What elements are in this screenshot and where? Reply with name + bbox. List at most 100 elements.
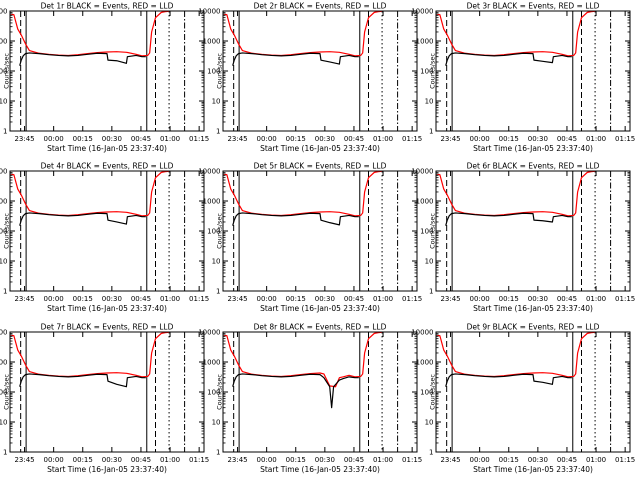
chart-title: Det 9r BLACK = Events, RED = LLD (467, 323, 600, 332)
x-tick-label: 00:30 (315, 295, 335, 303)
x-tick-label: 23:45 (14, 135, 34, 143)
y-tick-label: 1000 (203, 359, 221, 367)
y-tick-label: 100 (207, 228, 220, 236)
x-tick-label: 00:45 (344, 295, 364, 303)
y-tick-label: 10000 (198, 8, 220, 16)
y-tick-label: 1000 (416, 359, 434, 367)
x-axis-label: Start Time (16-Jan-05 23:37:40) (260, 144, 380, 153)
y-tick-label: 10000 (0, 8, 8, 16)
series-line-2 (19, 212, 146, 226)
x-tick-label: 23:45 (440, 135, 460, 143)
x-tick-label: 01:15 (189, 135, 209, 143)
x-tick-label: 00:15 (499, 135, 519, 143)
y-axis-label: Counts/sec (429, 213, 437, 249)
y-tick-label: 10 (212, 98, 221, 106)
series-line-1 (9, 331, 170, 378)
series-line-2 (445, 373, 572, 387)
x-tick-label: 00:15 (499, 295, 519, 303)
y-axis-label: Counts/sec (216, 374, 224, 410)
chart-panel-1: Det 1r BLACK = Events, RED = LLD Counts/s… (0, 2, 209, 154)
x-tick-label: 01:00 (373, 295, 393, 303)
series-line-1 (435, 331, 596, 378)
y-tick-label: 1000 (203, 38, 221, 46)
chart-title: Det 2r BLACK = Events, RED = LLD (254, 2, 387, 11)
x-tick-label: 01:00 (160, 135, 180, 143)
y-tick-label: 1 (216, 128, 220, 136)
x-tick-label: 23:45 (14, 456, 34, 464)
series-line-2 (232, 52, 359, 66)
y-tick-label: 1000 (416, 38, 434, 46)
y-tick-label: 10000 (0, 168, 8, 176)
chart-panel-5: Det 5r BLACK = Events, RED = LLD Counts/s… (198, 162, 422, 314)
chart-title: Det 6r BLACK = Events, RED = LLD (467, 162, 600, 171)
x-tick-label: 00:15 (73, 456, 93, 464)
y-tick-label: 10 (0, 98, 8, 106)
chart-panel-2: Det 2r BLACK = Events, RED = LLD Counts/s… (198, 2, 422, 154)
x-tick-label: 01:00 (373, 135, 393, 143)
x-tick-label: 00:45 (131, 456, 151, 464)
y-tick-label: 1 (429, 288, 433, 296)
x-tick-label: 00:00 (257, 295, 277, 303)
series-line-2 (445, 212, 572, 226)
chart-title: Det 7r BLACK = Events, RED = LLD (41, 323, 174, 332)
chart-title: Det 8r BLACK = Events, RED = LLD (254, 323, 387, 332)
x-tick-label: 00:45 (131, 135, 151, 143)
y-tick-label: 100 (420, 389, 433, 397)
y-tick-label: 1 (3, 128, 7, 136)
y-tick-label: 1000 (203, 198, 221, 206)
x-tick-label: 00:30 (528, 135, 548, 143)
y-tick-label: 1 (3, 288, 7, 296)
x-axis-label: Start Time (16-Jan-05 23:37:40) (47, 304, 167, 313)
y-tick-label: 1 (429, 128, 433, 136)
series-line-2 (445, 52, 572, 66)
y-tick-label: 10 (425, 98, 434, 106)
y-tick-label: 10000 (411, 8, 433, 16)
x-tick-label: 00:30 (102, 135, 122, 143)
y-tick-label: 10000 (411, 168, 433, 176)
y-tick-label: 10000 (198, 168, 220, 176)
series-line-1 (222, 170, 383, 217)
x-tick-label: 01:15 (402, 295, 422, 303)
x-tick-label: 01:15 (189, 295, 209, 303)
chart-title: Det 3r BLACK = Events, RED = LLD (467, 2, 600, 11)
x-tick-label: 00:45 (557, 456, 577, 464)
y-axis-label: Counts/sec (3, 374, 11, 410)
x-tick-label: 00:45 (557, 135, 577, 143)
x-tick-label: 01:15 (402, 456, 422, 464)
x-axis-label: Start Time (16-Jan-05 23:37:40) (260, 304, 380, 313)
y-tick-label: 100 (0, 389, 8, 397)
x-tick-label: 23:45 (14, 295, 34, 303)
y-tick-label: 100 (420, 68, 433, 76)
y-tick-label: 10 (425, 419, 434, 427)
x-axis-label: Start Time (16-Jan-05 23:37:40) (473, 465, 593, 474)
x-tick-label: 00:00 (44, 135, 64, 143)
x-tick-label: 01:15 (615, 295, 635, 303)
y-tick-label: 1000 (416, 198, 434, 206)
chart-title: Det 5r BLACK = Events, RED = LLD (254, 162, 387, 171)
x-tick-label: 00:45 (344, 456, 364, 464)
x-tick-label: 00:30 (102, 456, 122, 464)
series-line-2 (19, 52, 146, 66)
x-tick-label: 01:15 (189, 456, 209, 464)
x-tick-label: 01:15 (402, 135, 422, 143)
y-tick-label: 10000 (411, 329, 433, 337)
y-tick-label: 10 (0, 258, 8, 266)
series-line-2 (232, 373, 359, 409)
x-tick-label: 00:30 (528, 456, 548, 464)
y-tick-label: 10000 (0, 329, 8, 337)
y-tick-label: 1 (429, 449, 433, 457)
x-tick-label: 00:30 (528, 295, 548, 303)
x-tick-label: 01:00 (160, 456, 180, 464)
y-tick-label: 1000 (0, 38, 8, 46)
x-tick-label: 00:15 (286, 135, 306, 143)
x-tick-label: 00:15 (286, 456, 306, 464)
chart-title: Det 1r BLACK = Events, RED = LLD (41, 2, 174, 11)
y-axis-label: Counts/sec (429, 374, 437, 410)
x-tick-label: 00:15 (73, 295, 93, 303)
x-tick-label: 01:15 (615, 456, 635, 464)
chart-panel-9: Det 9r BLACK = Events, RED = LLD Counts/s… (411, 323, 635, 475)
y-tick-label: 10 (0, 419, 8, 427)
y-axis-label: Counts/sec (3, 213, 11, 249)
x-tick-label: 00:15 (499, 456, 519, 464)
